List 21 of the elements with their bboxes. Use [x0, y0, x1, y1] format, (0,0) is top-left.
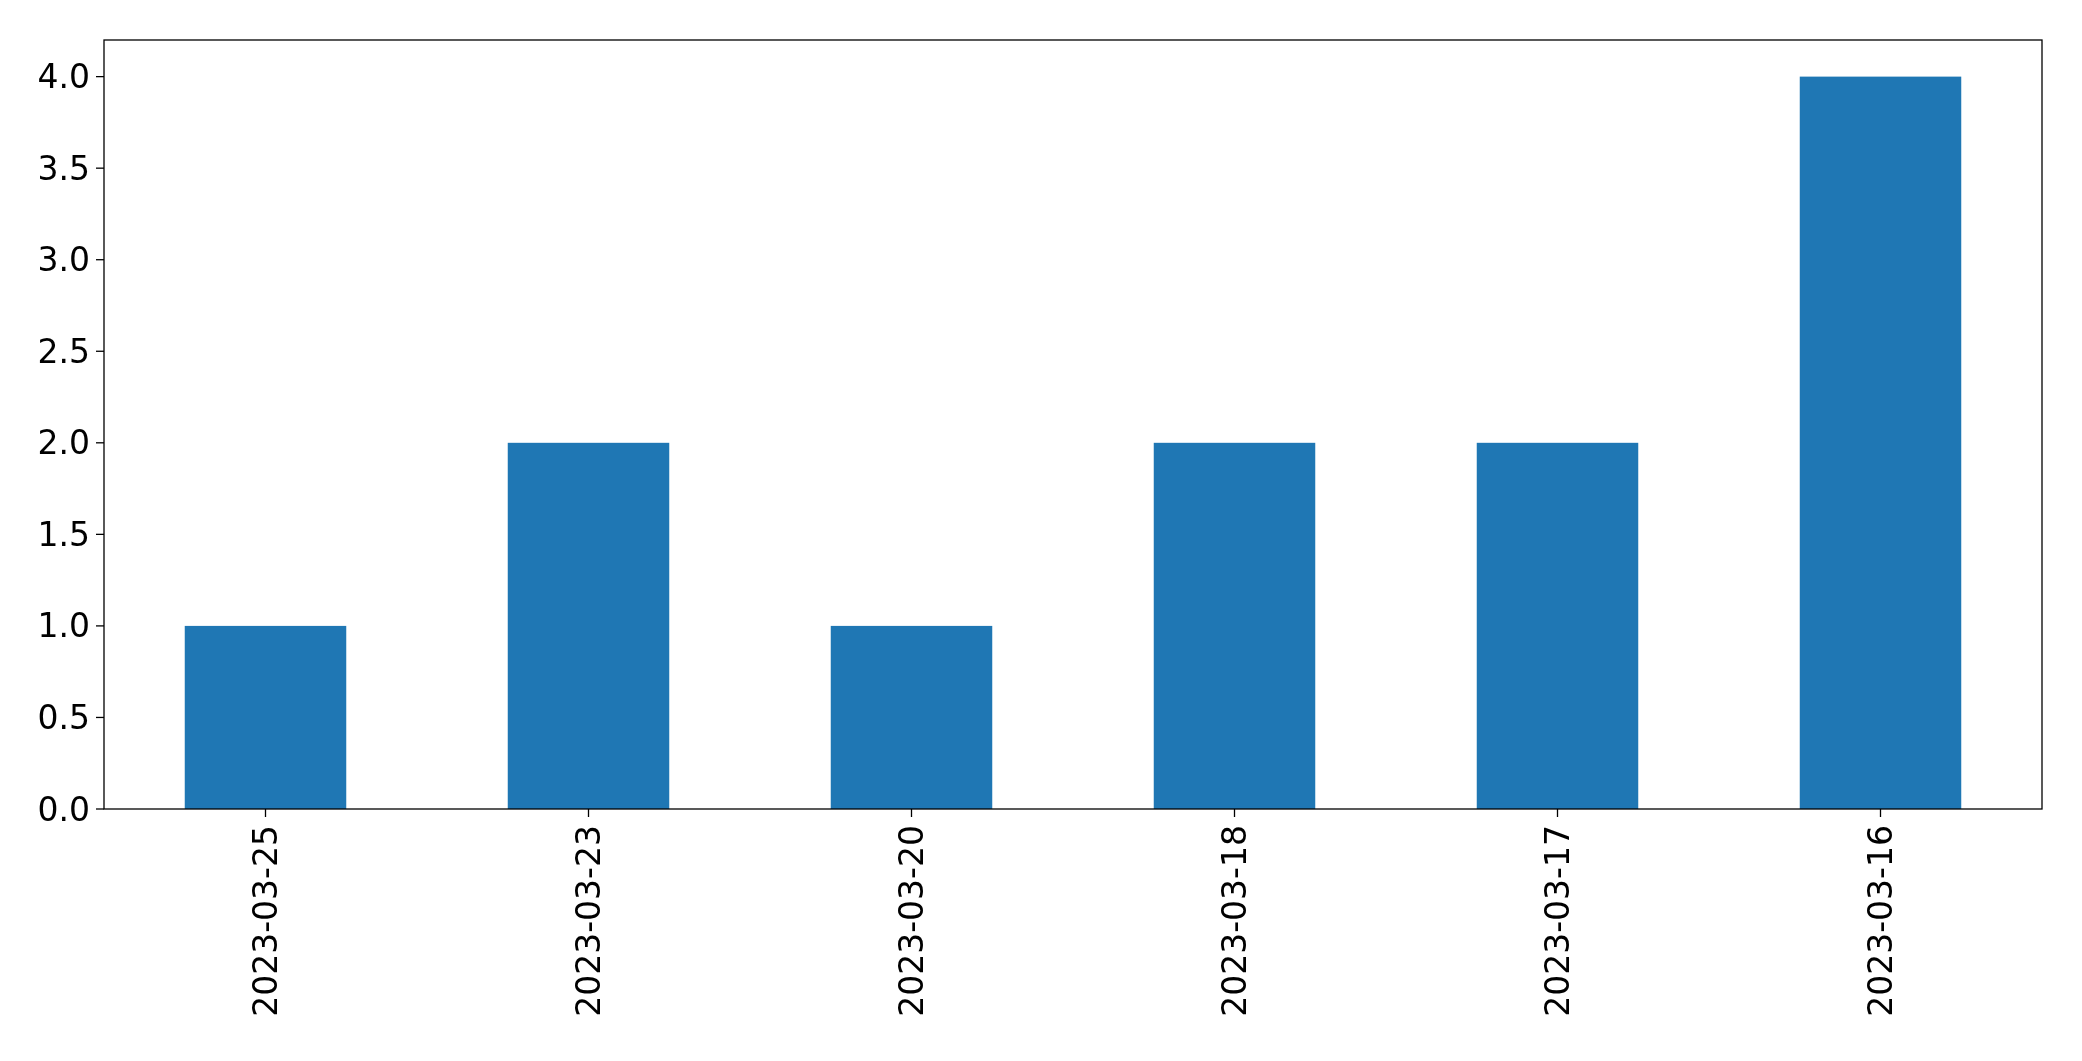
bar — [1799, 76, 1962, 809]
y-tick-label: 1.0 — [37, 606, 90, 646]
y-tick-label: 3.0 — [37, 240, 90, 280]
y-tick-label: 2.5 — [37, 331, 90, 371]
bar — [507, 442, 670, 809]
y-tick-label: 3.5 — [37, 148, 90, 188]
y-tick-label: 1.5 — [37, 514, 90, 554]
bar — [184, 625, 347, 809]
bar — [1476, 442, 1639, 809]
x-tick-label: 2023-03-25 — [246, 825, 286, 1017]
x-tick-label: 2023-03-23 — [569, 825, 609, 1017]
y-tick-label: 0.5 — [37, 698, 90, 737]
x-tick-label: 2023-03-16 — [1861, 825, 1901, 1017]
y-tick-label: 2.0 — [37, 423, 90, 463]
bar — [830, 625, 993, 809]
y-tick-label: 4.0 — [37, 57, 90, 97]
x-tick-label: 2023-03-18 — [1215, 825, 1255, 1017]
bar — [1153, 442, 1316, 809]
x-tick-label: 2023-03-20 — [892, 825, 932, 1017]
y-tick-label: 0.0 — [37, 789, 90, 829]
x-tick-label: 2023-03-17 — [1538, 825, 1578, 1017]
